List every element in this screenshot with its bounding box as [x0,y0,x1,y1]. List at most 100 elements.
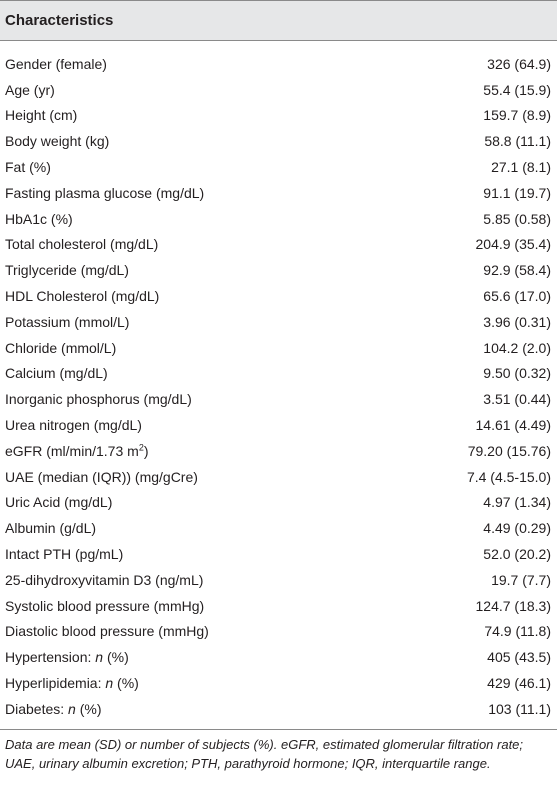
row-label: UAE (median (IQR)) (mg/gCre) [5,469,198,485]
table-row: Intact PTH (pg/mL) 52.0 (20.2) [0,541,557,567]
table-row: Height (cm) 159.7 (8.9) [0,103,557,129]
table-row: Triglyceride (mg/dL) 92.9 (58.4) [0,257,557,283]
table-row: UAE (median (IQR)) (mg/gCre) 7.4 (4.5-15.… [0,464,557,490]
table-row: Albumin (g/dL) 4.49 (0.29) [0,515,557,541]
row-label-text: Height (cm) [5,107,78,124]
table-row: eGFR (ml/min/1.73 m2) 79.20 (15.76) [0,438,557,464]
row-value: 74.9 (11.8) [484,623,551,640]
row-label: eGFR (ml/min/1.73 m2) [5,443,149,459]
row-label-italic: n [105,675,114,692]
row-label-text: Chloride (mmol/L) [5,339,117,356]
row-label-text: Uric Acid (mg/dL) [5,494,113,511]
row-label-text: Fat (%) [5,159,51,176]
row-value: 4.49 (0.29) [483,520,551,537]
row-label-text: Calcium (mg/dL) [5,365,108,382]
row-value: 4.97 (1.34) [483,494,551,511]
row-value: 9.50 (0.32) [483,365,551,382]
row-value: 92.9 (58.4) [483,262,551,279]
row-label: HDL Cholesterol (mg/dL) [5,288,159,304]
row-value: 405 (43.5) [487,649,551,666]
row-label: Potassium (mmol/L) [5,314,129,330]
row-label-text: Potassium (mmol/L) [5,313,130,330]
row-value: 91.1 (19.7) [483,184,551,201]
table-row: Inorganic phosphorus (mg/dL) 3.51 (0.44) [0,386,557,412]
row-label: Body weight (kg) [5,133,109,149]
row-label-text: Hypertension: [5,649,96,666]
row-label-text: Diabetes: [5,700,69,717]
table-footnote: Data are mean (SD) or number of subjects… [5,736,524,772]
row-label: Fasting plasma glucose (mg/dL) [5,185,204,201]
row-label: Age (yr) [5,82,55,98]
row-value: 55.4 (15.9) [483,81,551,98]
table-row: Urea nitrogen (mg/dL) 14.61 (4.49) [0,412,557,438]
row-value: 159.7 (8.9) [483,107,551,124]
row-label: HbA1c (%) [5,211,73,227]
table-row: Diabetes: n (%) 103 (11.1) [0,696,557,722]
table-bottom-rule [0,728,557,730]
row-value: 52.0 (20.2) [483,546,551,563]
row-label: Fat (%) [5,159,51,175]
table-row: Fat (%) 27.1 (8.1) [0,154,557,180]
row-label-text: Diastolic blood pressure (mmHg) [5,623,209,640]
row-label: Height (cm) [5,107,77,123]
row-label-italic: n [68,700,76,717]
row-label-text: eGFR (ml/min/1.73 m [5,442,139,459]
row-value: 3.96 (0.31) [483,313,551,330]
table-body: Gender (female) 326 (64.9) Age (yr) 55.4 (1… [0,41,557,722]
row-label-text: Age (yr) [5,81,55,98]
row-value: 5.85 (0.58) [483,210,551,227]
row-value: 103 (11.1) [488,700,551,717]
table-row: Gender (female) 326 (64.9) [0,51,557,77]
row-label: Intact PTH (pg/mL) [5,546,123,562]
table-row: Hypertension: n (%) 405 (43.5) [0,644,557,670]
table-row: Hyperlipidemia: n (%) 429 (46.1) [0,670,557,696]
row-label: Hyperlipidemia: n (%) [5,675,139,691]
row-label-suffix: (%) [103,649,129,666]
row-label-text: Albumin (g/dL) [5,520,97,537]
row-label: 25-dihydroxyvitamin D3 (ng/mL) [5,572,203,588]
table-row: Potassium (mmol/L) 3.96 (0.31) [0,309,557,335]
row-value: 79.20 (15.76) [467,442,551,459]
row-label: Hypertension: n (%) [5,649,129,665]
row-value: 326 (64.9) [487,55,551,72]
row-label-text: Triglyceride (mg/dL) [5,262,129,279]
table-row: Age (yr) 55.4 (15.9) [0,77,557,103]
row-label: Urea nitrogen (mg/dL) [5,417,142,433]
row-label: Calcium (mg/dL) [5,365,108,381]
row-label: Diabetes: n (%) [5,701,102,717]
row-value: 104.2 (2.0) [483,339,551,356]
row-label: Gender (female) [5,56,107,72]
row-value: 19.7 (7.7) [491,571,551,588]
row-label: Triglyceride (mg/dL) [5,262,129,278]
table-row: HDL Cholesterol (mg/dL) 65.6 (17.0) [0,283,557,309]
row-value: 58.8 (11.1) [484,133,551,150]
table-header: Characteristics [0,0,557,41]
table-row: Systolic blood pressure (mmHg) 124.7 (18.… [0,593,557,619]
row-value: 7.4 (4.5-15.0) [466,468,551,485]
row-label-suffix: (%) [75,700,102,717]
row-label-text: Inorganic phosphorus (mg/dL) [5,391,192,408]
table-row: HbA1c (%) 5.85 (0.58) [0,206,557,232]
row-label: Chloride (mmol/L) [5,340,116,356]
table-row: 25-dihydroxyvitamin D3 (ng/mL) 19.7 (7.7) [0,567,557,593]
row-label-text: UAE (median (IQR)) (mg/gCre) [5,468,198,485]
row-value: 14.61 (4.49) [475,417,552,434]
table-row: Fasting plasma glucose (mg/dL) 91.1 (19.7… [0,180,557,206]
row-label-italic: n [95,649,104,666]
row-label-suffix: (%) [113,675,139,692]
row-value: 429 (46.1) [487,675,551,692]
table-row: Chloride (mmol/L) 104.2 (2.0) [0,335,557,361]
table-row: Calcium (mg/dL) 9.50 (0.32) [0,361,557,387]
row-label: Diastolic blood pressure (mmHg) [5,623,209,639]
row-label: Uric Acid (mg/dL) [5,494,112,510]
row-value: 3.51 (0.44) [483,391,551,408]
row-label-superscript: 2 [138,442,144,453]
row-value: 124.7 (18.3) [475,597,552,614]
table-row: Body weight (kg) 58.8 (11.1) [0,128,557,154]
row-label-text: Systolic blood pressure (mmHg) [5,597,205,614]
row-label-suffix: ) [143,442,149,459]
row-label: Albumin (g/dL) [5,520,96,536]
row-label-text: Intact PTH (pg/mL) [5,546,124,563]
row-label-text: Gender (female) [5,55,107,72]
row-value: 204.9 (35.4) [475,236,552,253]
